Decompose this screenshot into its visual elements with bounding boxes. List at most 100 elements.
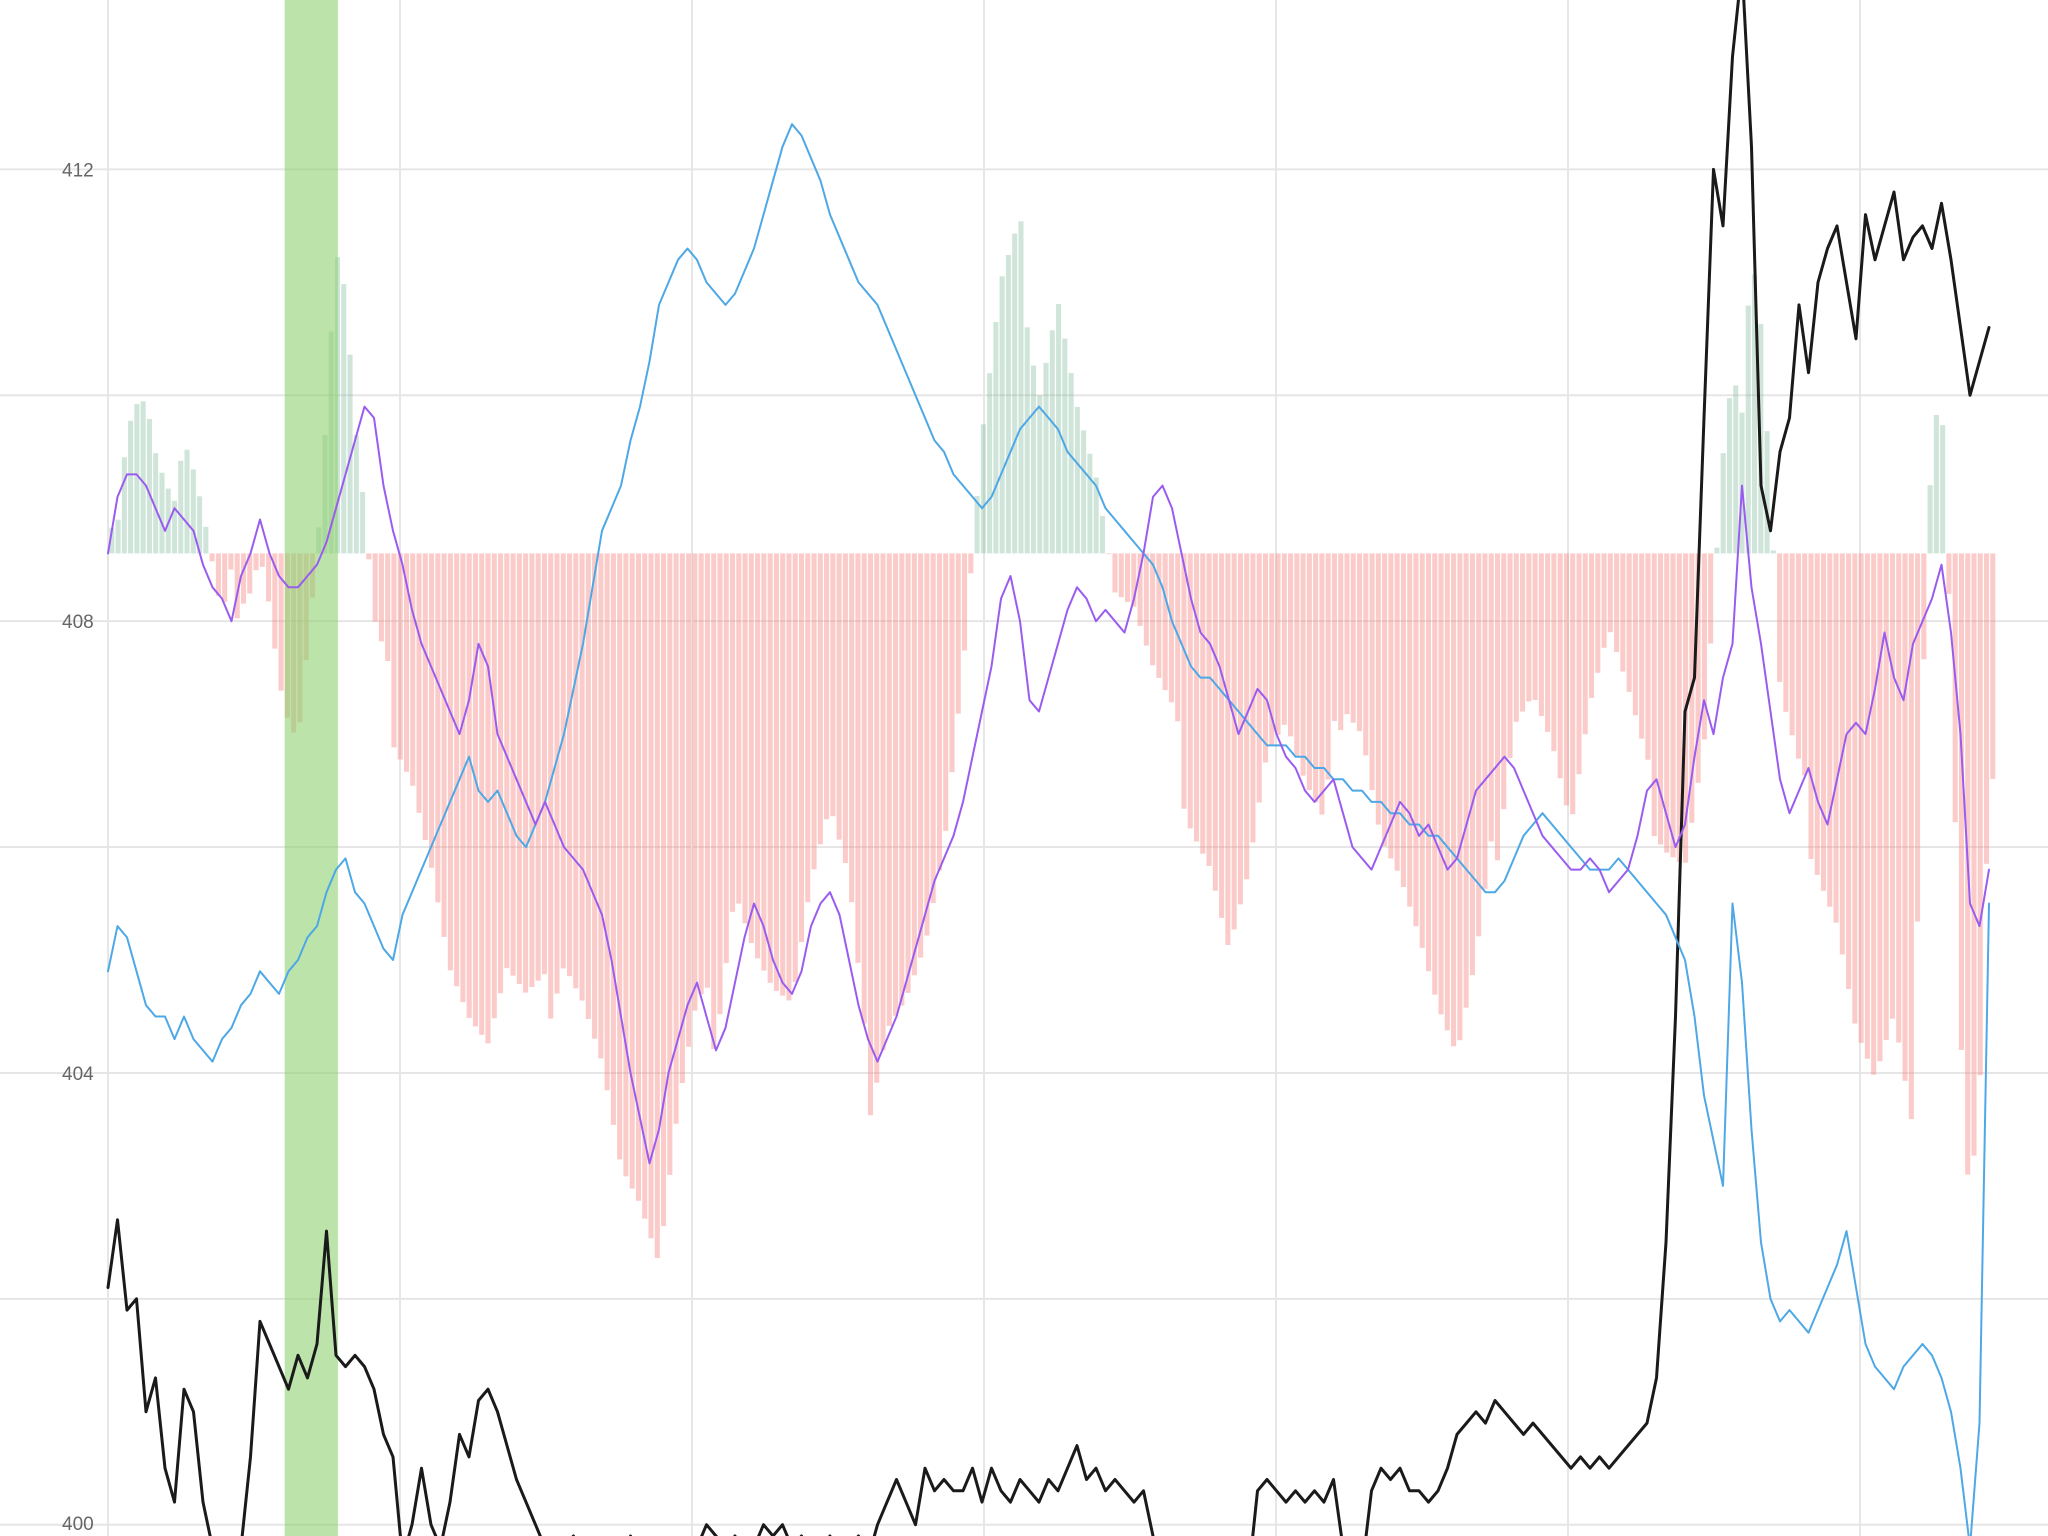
negative-bar xyxy=(1382,553,1388,847)
negative-bar xyxy=(742,553,748,924)
negative-bar xyxy=(266,553,272,602)
negative-bar xyxy=(410,553,416,786)
negative-bar xyxy=(1526,553,1532,702)
negative-bar xyxy=(1708,553,1714,644)
negative-bar xyxy=(648,553,654,1239)
negative-bar xyxy=(1520,553,1526,712)
negative-bar xyxy=(1288,553,1294,737)
y-tick-label: 408 xyxy=(62,612,94,633)
highlight-band xyxy=(284,0,338,1536)
positive-bar xyxy=(197,496,203,554)
negative-bar xyxy=(867,553,874,1116)
negative-bar xyxy=(654,553,660,1258)
negative-bar xyxy=(911,553,917,976)
positive-bar xyxy=(1752,274,1758,554)
negative-bar xyxy=(240,553,247,604)
negative-bar xyxy=(1432,553,1438,995)
negative-bar xyxy=(836,553,842,840)
negative-bar xyxy=(1626,553,1632,692)
negative-bar xyxy=(403,553,410,772)
negative-bar xyxy=(1902,553,1908,1081)
negative-bar xyxy=(1557,553,1563,779)
negative-bar xyxy=(780,553,786,996)
negative-bar xyxy=(1990,553,1996,779)
negative-bar xyxy=(936,553,942,871)
negative-bar xyxy=(247,553,253,594)
negative-bar xyxy=(1313,553,1319,803)
negative-bar xyxy=(1457,553,1463,1041)
negative-bar xyxy=(460,553,466,1003)
y-axis-tick-labels: 400 404 408 412 xyxy=(62,160,94,1535)
negative-bar xyxy=(1181,553,1187,809)
negative-bar xyxy=(792,553,798,983)
negative-bar xyxy=(529,553,535,988)
negative-bar xyxy=(698,553,704,995)
negative-bar xyxy=(1896,553,1902,1043)
negative-bar xyxy=(1908,553,1914,1120)
negative-bar xyxy=(1193,553,1200,842)
negative-bar xyxy=(1476,553,1482,937)
negative-bar xyxy=(623,553,629,1177)
negative-bar xyxy=(1262,553,1269,763)
negative-bar xyxy=(1632,553,1638,716)
negative-bar xyxy=(516,553,522,985)
positive-bar xyxy=(1099,515,1105,554)
negative-bar xyxy=(1363,553,1369,756)
positive-bar xyxy=(134,404,140,554)
positive-bar xyxy=(159,472,165,554)
positive-bar xyxy=(1745,305,1751,554)
negative-bar xyxy=(397,553,403,760)
negative-bar xyxy=(598,553,604,1059)
negative-bar xyxy=(1820,553,1827,891)
vertical-gridlines xyxy=(107,0,1861,1536)
negative-bar xyxy=(1889,553,1896,1019)
negative-bar xyxy=(259,553,265,567)
positive-bar xyxy=(974,496,980,554)
negative-bar xyxy=(1977,553,1983,1076)
negative-bar xyxy=(1958,553,1964,1050)
negative-bar xyxy=(1864,553,1870,1059)
negative-bar xyxy=(1607,553,1613,633)
negative-bar xyxy=(472,553,478,1027)
negative-bar xyxy=(585,553,591,1020)
negative-bar xyxy=(1488,553,1494,842)
negative-bar xyxy=(1670,553,1676,858)
negative-bar xyxy=(573,553,579,989)
negative-bar xyxy=(905,553,911,993)
negative-bar xyxy=(1407,553,1413,907)
negative-bar xyxy=(1131,553,1137,607)
positive-bar xyxy=(1074,406,1080,554)
positive-bar xyxy=(1024,327,1030,554)
negative-bar xyxy=(824,553,830,820)
negative-bar xyxy=(1695,553,1701,783)
positive-bar xyxy=(347,354,353,554)
negative-bar xyxy=(943,553,949,831)
series-lines xyxy=(106,0,1991,1536)
negative-bar xyxy=(736,553,742,904)
negative-bar xyxy=(1156,553,1162,678)
positive-bar xyxy=(1764,431,1770,554)
negative-bar xyxy=(773,553,779,991)
negative-bar xyxy=(560,553,566,969)
negative-bar xyxy=(1137,553,1143,626)
negative-bar xyxy=(1231,553,1237,930)
negative-bar xyxy=(893,553,899,1016)
positive-bar xyxy=(178,460,184,554)
negative-bar xyxy=(215,553,221,596)
negative-bar xyxy=(554,553,560,994)
negative-bar xyxy=(617,553,623,1160)
negative-bar xyxy=(1212,553,1218,891)
positive-bar xyxy=(1933,414,1939,554)
series-line-1 xyxy=(106,0,1991,1536)
positive-bar xyxy=(121,457,127,554)
negative-bar xyxy=(1551,553,1557,752)
negative-bar xyxy=(1225,553,1231,945)
negative-bar xyxy=(667,553,673,1175)
negative-bar xyxy=(1463,553,1469,1008)
positive-bar xyxy=(1739,412,1745,554)
negative-bar xyxy=(798,553,805,943)
negative-bar xyxy=(1162,553,1168,691)
positive-bar xyxy=(1714,547,1720,554)
negative-bar xyxy=(385,553,391,662)
negative-bar xyxy=(1802,553,1808,776)
